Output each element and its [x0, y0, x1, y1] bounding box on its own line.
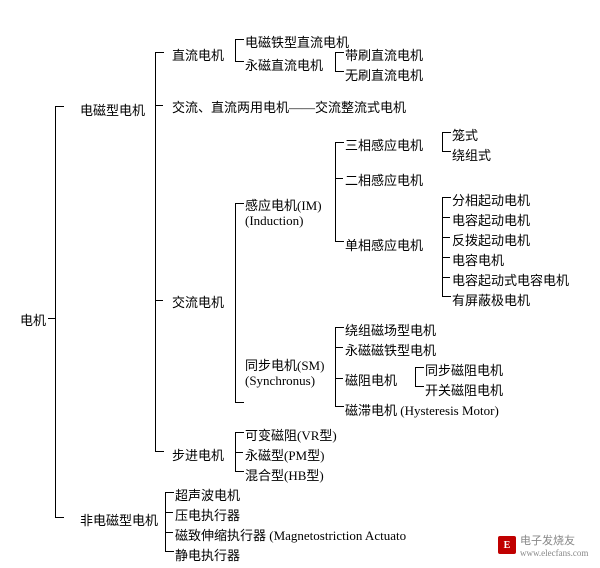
tree-node-l4: 磁滞电机 (Hysteresis Motor) — [345, 400, 499, 419]
watermark: E 电子发烧友 www.elecfans.com — [498, 532, 588, 558]
tree-node-l2: 交流电机 — [172, 292, 224, 311]
tree-root: 电机 — [20, 310, 46, 329]
tree-bracket — [335, 142, 336, 242]
watermark-text: 电子发烧友 — [520, 532, 588, 548]
tree-node-l3-sub: (Synchronus) — [245, 373, 315, 389]
tree-node-l2: 步进电机 — [172, 445, 224, 464]
tree-node-l3: 可变磁阻(VR型) — [245, 425, 337, 444]
tree-bracket — [235, 39, 236, 62]
tree-tick — [165, 532, 173, 533]
tree-node-l1: 电磁型电机 — [80, 100, 145, 119]
tree-node-l4: 绕组磁场型电机 — [345, 320, 436, 339]
watermark-icon-text: E — [504, 540, 511, 551]
tree-bracket — [335, 52, 336, 72]
tree-node-l2: 磁致伸缩执行器 (Magnetostriction Actuato — [175, 525, 406, 544]
tree-bracket — [442, 197, 443, 297]
tree-node-l5: 开关磁阻电机 — [425, 380, 503, 399]
tree-tick — [442, 277, 450, 278]
tree-bracket — [235, 203, 236, 403]
tree-tick — [335, 378, 343, 379]
tree-node-l4: 三相感应电机 — [345, 135, 423, 154]
tree-node-l3: 电磁铁型直流电机 — [245, 32, 349, 51]
tree-node-l5: 绕组式 — [452, 145, 491, 164]
tree-node-l2: 交流、直流两用电机——交流整流式电机 — [172, 97, 406, 116]
tree-node-l5: 反拨起动电机 — [452, 230, 530, 249]
tree-tick — [235, 452, 243, 453]
watermark-label: 电子发烧友 www.elecfans.com — [520, 532, 588, 558]
tree-node-l2: 静电执行器 — [175, 545, 240, 564]
watermark-url: www.elecfans.com — [520, 548, 588, 558]
tree-node-l3-sub: (Induction) — [245, 213, 303, 229]
tree-node-l4: 无刷直流电机 — [345, 65, 423, 84]
tree-tick — [442, 237, 450, 238]
tree-node-l2: 直流电机 — [172, 45, 224, 64]
tree-tick — [442, 217, 450, 218]
tree-node-l5: 同步磁阻电机 — [425, 360, 503, 379]
tree-node-l4: 磁阻电机 — [345, 370, 397, 389]
tree-tick — [335, 347, 343, 348]
tree-node-l5: 电容电机 — [452, 250, 504, 269]
tree-tick — [335, 178, 343, 179]
tree-bracket — [442, 132, 443, 152]
tree-connector — [48, 318, 56, 319]
tree-node-l4: 永磁磁铁型电机 — [345, 340, 436, 359]
tree-node-l5: 有屏蔽极电机 — [452, 290, 530, 309]
tree-tick — [155, 300, 163, 301]
tree-node-l2: 超声波电机 — [175, 485, 240, 504]
tree-node-l5: 笼式 — [452, 125, 478, 144]
tree-node-l3: 永磁型(PM型) — [245, 445, 324, 464]
tree-node-l5: 分相起动电机 — [452, 190, 530, 209]
tree-node-l3: 永磁直流电机 — [245, 55, 323, 74]
tree-node-l4: 带刷直流电机 — [345, 45, 423, 64]
tree-bracket — [55, 106, 56, 518]
tree-bracket — [155, 52, 156, 452]
watermark-icon: E — [498, 536, 516, 554]
tree-node-l3: 混合型(HB型) — [245, 465, 324, 484]
tree-node-l5: 电容起动电机 — [452, 210, 530, 229]
tree-bracket — [335, 327, 336, 407]
tree-node-l2: 压电执行器 — [175, 505, 240, 524]
tree-bracket — [415, 367, 416, 387]
tree-node-l4: 二相感应电机 — [345, 170, 423, 189]
tree-node-l3: 感应电机(IM) — [245, 195, 322, 214]
tree-node-l1: 非电磁型电机 — [80, 510, 158, 529]
tree-tick — [442, 257, 450, 258]
tree-tick — [155, 105, 163, 106]
tree-node-l5: 电容起动式电容电机 — [452, 270, 569, 289]
tree-bracket — [165, 492, 166, 552]
tree-tick — [165, 512, 173, 513]
tree-node-l4: 单相感应电机 — [345, 235, 423, 254]
tree-node-l3: 同步电机(SM) — [245, 355, 324, 374]
